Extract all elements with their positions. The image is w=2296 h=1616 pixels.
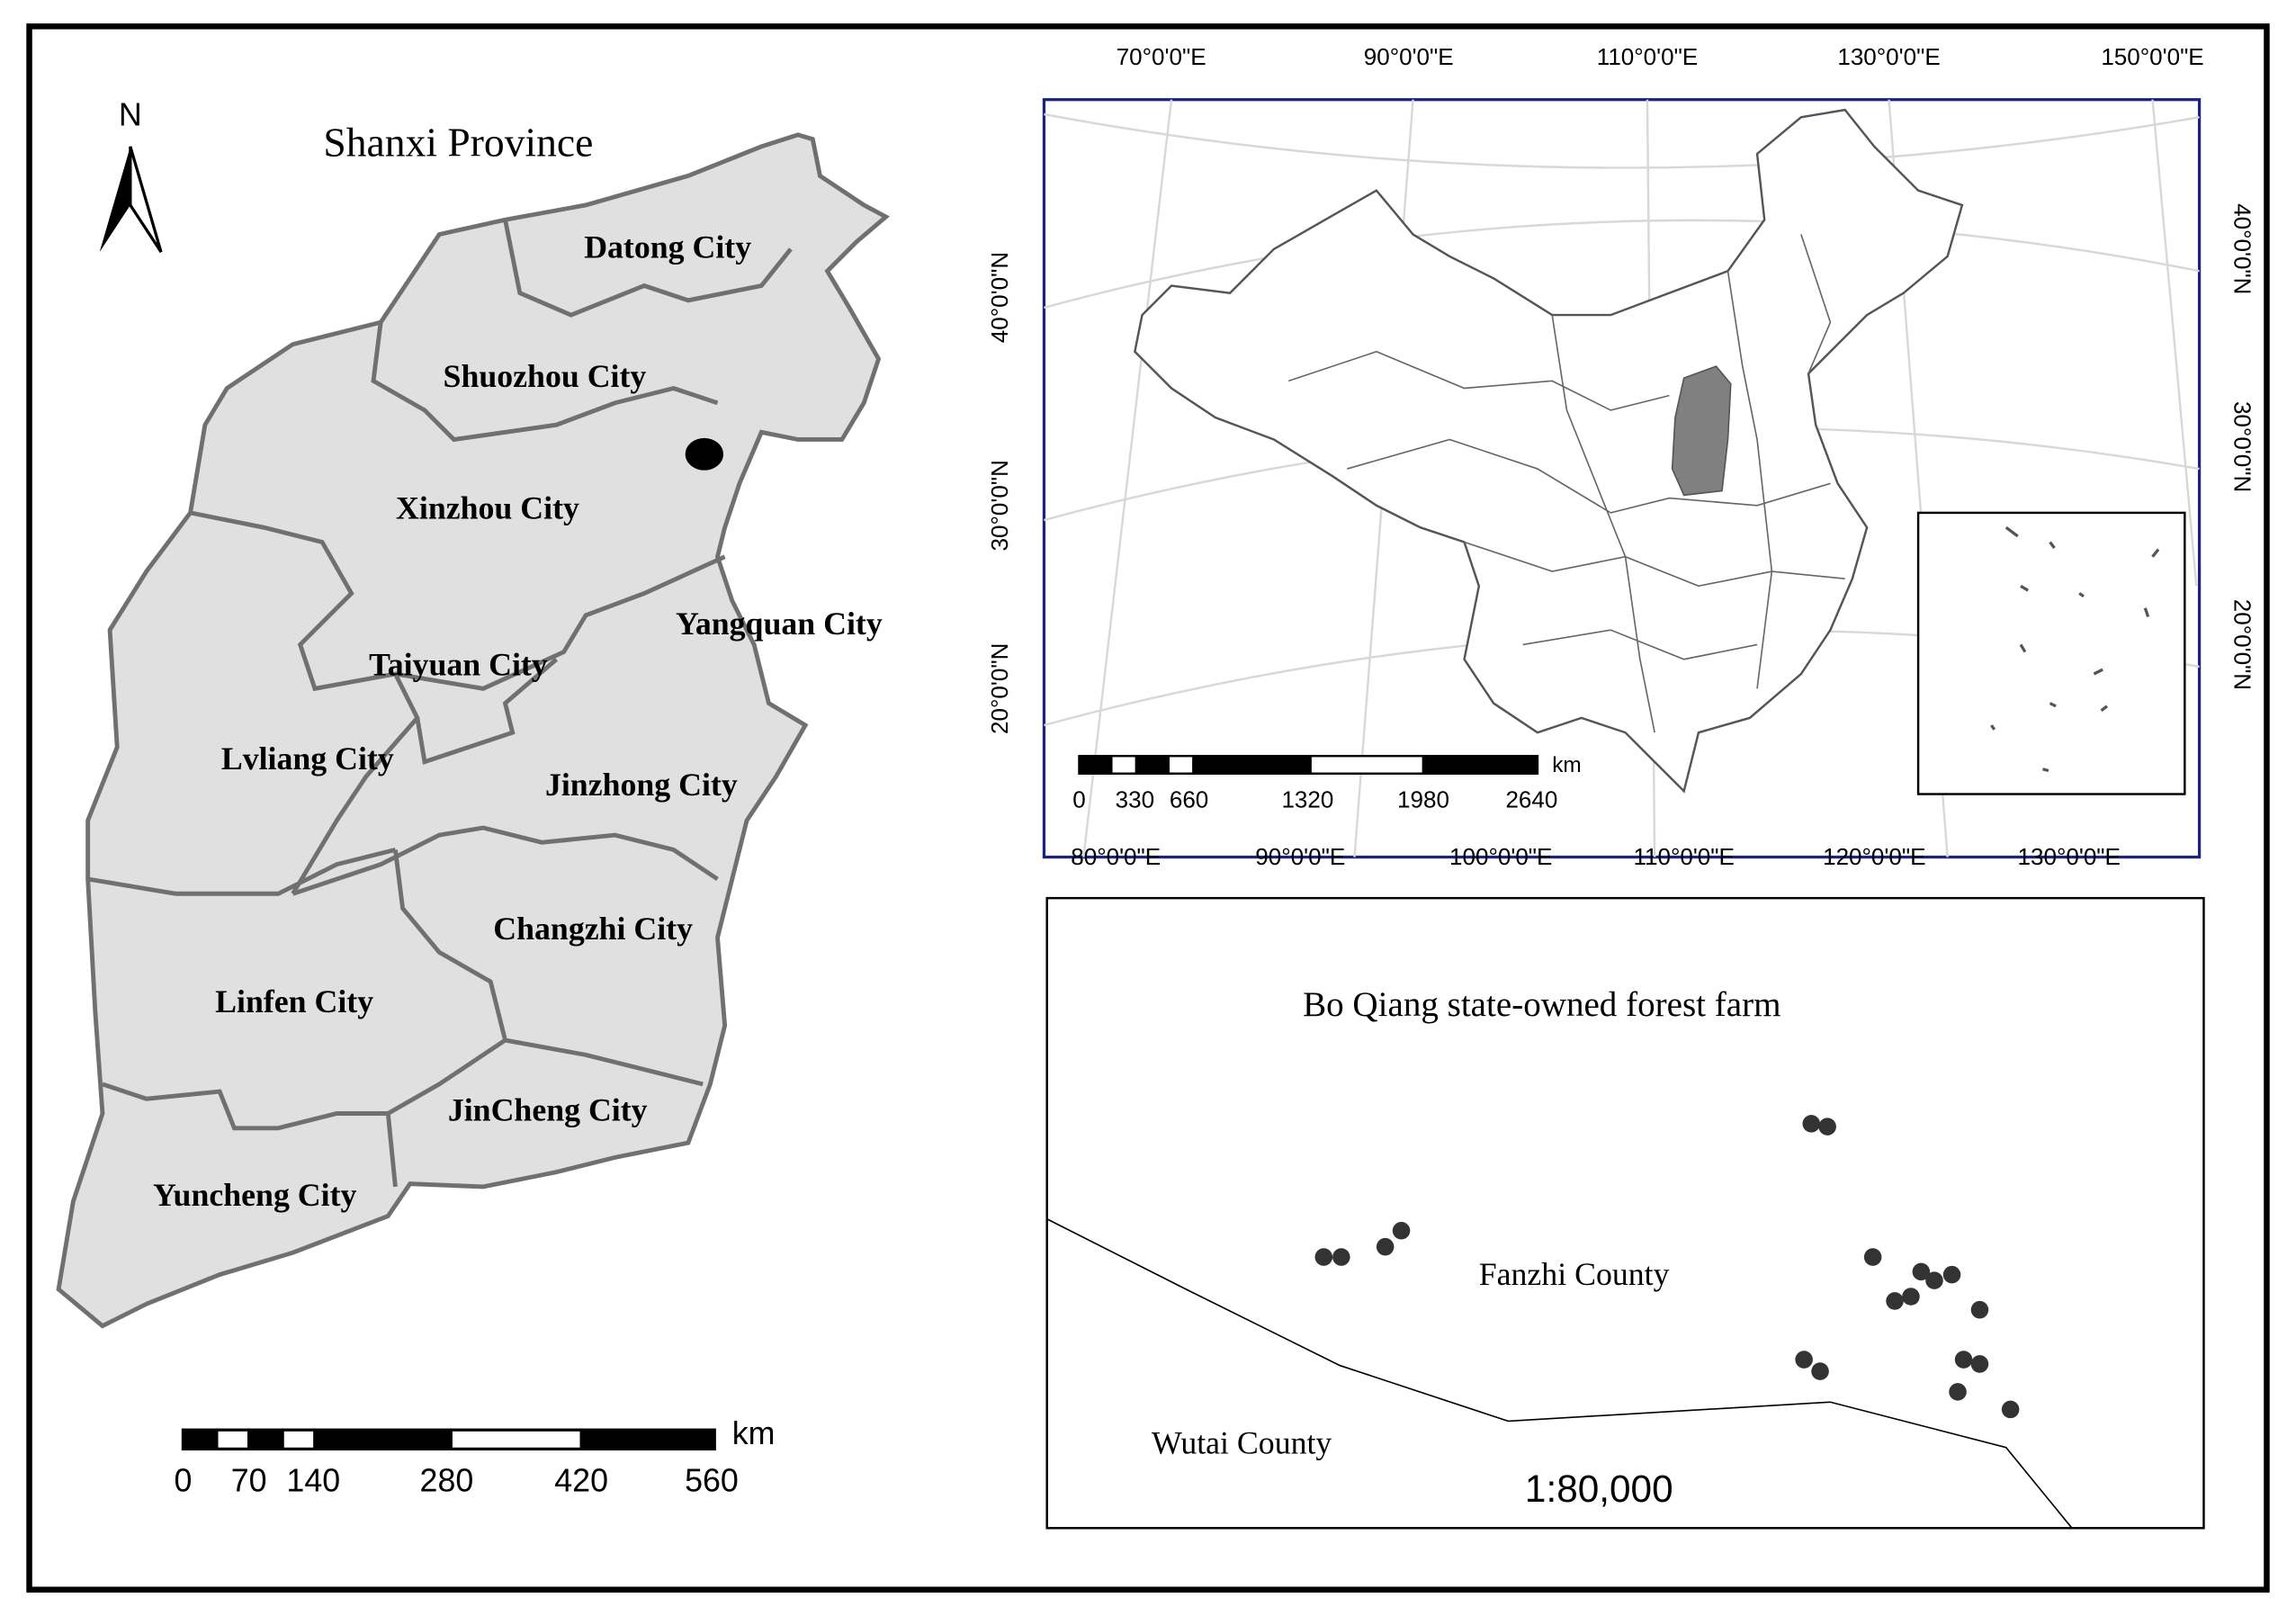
city-label: Taiyuan City — [369, 647, 548, 683]
latitude-label: 20°0'0"N — [2229, 599, 2256, 690]
scale-label: 660 — [1170, 786, 1208, 813]
detail-map: Bo Qiang state-owned forest farm Fanzhi … — [1045, 896, 2205, 1530]
latitude-label: 30°0'0"N — [986, 460, 1013, 551]
scale-unit: km — [732, 1415, 776, 1451]
longitude-label: 130°0'0"E — [2018, 843, 2121, 870]
scale-unit: km — [1552, 753, 1582, 777]
latitude-label: 30°0'0"N — [2229, 401, 2256, 492]
scale-bar — [1078, 754, 1539, 775]
city-label: Yangquan City — [676, 606, 883, 642]
latitude-label: 40°0'0"N — [986, 252, 1013, 343]
locator-map: km 0 330 660 1320 1980 2640 70°0'0"E 90°… — [986, 43, 2256, 870]
map-title: Bo Qiang state-owned forest farm — [1303, 985, 1780, 1024]
longitude-label: 120°0'0"E — [1823, 843, 1925, 870]
scale-label: 1320 — [1281, 786, 1333, 813]
scale-label: 2640 — [1505, 786, 1557, 813]
longitude-label: 150°0'0"E — [2101, 43, 2203, 70]
longitude-label: 90°0'0"E — [1364, 43, 1454, 70]
city-label: Shuozhou City — [444, 358, 647, 394]
city-label: Yuncheng City — [153, 1177, 356, 1213]
longitude-label: 70°0'0"E — [1117, 43, 1206, 70]
county-label: Fanzhi County — [1479, 1256, 1670, 1292]
map-title: Shanxi Province — [323, 119, 593, 165]
map-frame — [1045, 896, 2205, 1530]
islands — [1990, 525, 2160, 773]
city-label: JinCheng City — [448, 1092, 648, 1128]
county-label: Wutai County — [1152, 1424, 1332, 1460]
scale-label: 0 — [1072, 786, 1085, 813]
inset-frame — [1916, 511, 2186, 795]
city-label: Datong City — [584, 229, 751, 265]
scale-bar — [181, 1428, 716, 1451]
latitude-label: 40°0'0"N — [2229, 203, 2256, 294]
country-outline — [1134, 108, 1964, 794]
scale-label: 0 — [174, 1462, 192, 1498]
scale-label: 560 — [685, 1462, 739, 1498]
map-scale: 1:80,000 — [1525, 1468, 1673, 1510]
city-label: Xinzhou City — [396, 489, 579, 525]
scale-label: 280 — [420, 1462, 474, 1498]
sample-plots — [1314, 1115, 2020, 1419]
longitude-label: 130°0'0"E — [1837, 43, 1940, 70]
scale-label: 1980 — [1397, 786, 1449, 813]
county-boundary — [1046, 1218, 2073, 1529]
north-arrow — [129, 146, 163, 253]
longitude-label: 110°0'0"E — [1597, 43, 1698, 70]
longitude-label: 80°0'0"E — [1071, 843, 1161, 870]
scale-label: 420 — [554, 1462, 608, 1498]
scale-label: 70 — [231, 1462, 267, 1498]
city-label: Lvliang City — [221, 741, 394, 777]
shanxi-map: Shanxi Province N Datong City Shuozhou C… — [56, 97, 890, 1498]
city-label: Jinzhong City — [545, 767, 738, 803]
city-label: Linfen City — [215, 983, 373, 1019]
shanxi-highlight — [1671, 365, 1732, 497]
latitude-label: 20°0'0"N — [986, 643, 1013, 734]
scale-label: 330 — [1116, 786, 1154, 813]
province-outline — [56, 132, 890, 1329]
longitude-label: 100°0'0"E — [1449, 843, 1552, 870]
north-label: N — [119, 97, 142, 133]
province-boundaries — [1287, 234, 1845, 733]
scale-label: 140 — [286, 1462, 340, 1498]
city-label: Changzhi City — [493, 911, 693, 947]
longitude-label: 90°0'0"E — [1255, 843, 1345, 870]
study-site-marker — [685, 437, 724, 471]
longitude-label: 110°0'0"E — [1633, 843, 1734, 870]
city-boundaries — [87, 219, 793, 1188]
